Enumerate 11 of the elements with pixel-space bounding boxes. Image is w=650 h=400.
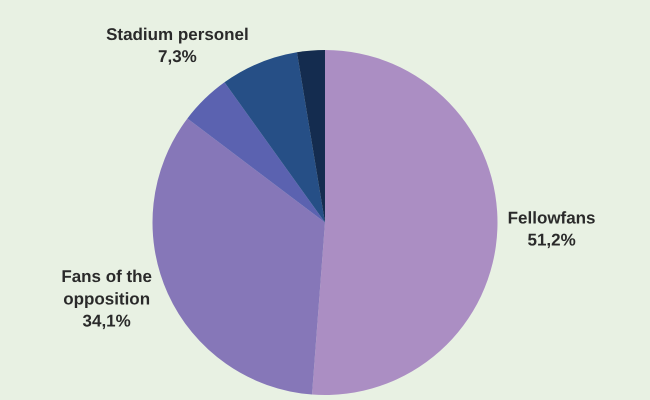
slice-label: Fans of the opposition	[61, 267, 152, 308]
pie-slice	[152, 118, 325, 395]
pie-slice	[187, 82, 325, 222]
pie-slice	[224, 52, 325, 222]
data-label: 34,1%	[82, 311, 131, 330]
slice-label: Stadium personel	[106, 25, 249, 44]
data-label: 7,3%	[158, 47, 197, 66]
data-label: 51,2%	[527, 230, 576, 250]
pie-slice	[296, 50, 325, 222]
slice-label: Fellowfans	[508, 208, 596, 228]
pie-slice	[312, 50, 498, 395]
